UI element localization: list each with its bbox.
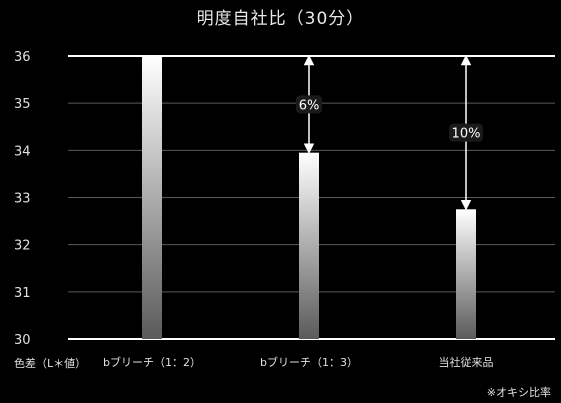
bar [142,56,162,339]
annotation-label: 10% [452,127,481,142]
y-tick-label: 35 [14,97,31,112]
x-axis-label: 色差（L＊値） [14,357,87,370]
bar [299,152,319,339]
y-tick-label: 34 [14,144,31,159]
footnote: ※オキシ比率 [486,386,551,399]
x-tick-label: 当社従来品 [439,355,494,369]
y-tick-label: 36 [14,50,31,65]
x-tick-label: bブリーチ（1：2） [103,355,201,369]
x-tick-label: bブリーチ（1：3） [260,355,358,369]
chart-title: 明度自社比（30分） [196,9,365,29]
annotation-badge [449,123,483,142]
y-tick-label: 31 [14,286,31,301]
annotation-label: 6% [299,98,320,113]
bar [456,209,476,339]
annotation-badge [296,95,322,114]
y-tick-label: 33 [14,192,31,207]
y-tick-label: 32 [14,239,31,254]
y-tick-label: 30 [14,333,31,348]
